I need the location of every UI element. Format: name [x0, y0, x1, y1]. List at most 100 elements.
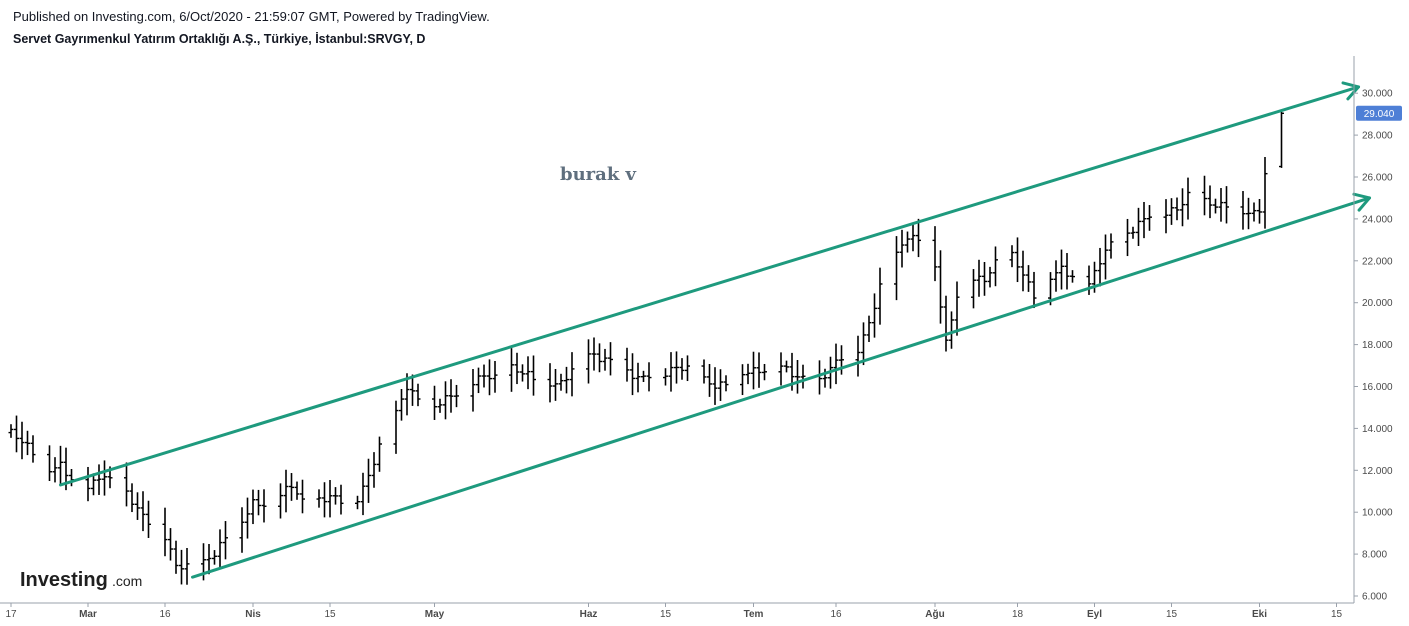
ohlc-bar	[476, 367, 481, 394]
ohlc-bar	[256, 489, 261, 516]
ohlc-bar	[1262, 157, 1268, 229]
ohlc-bar	[283, 469, 289, 513]
y-tick-label: 8.000	[1362, 550, 1387, 561]
ohlc-bar	[1180, 188, 1185, 227]
ohlc-bar	[85, 466, 91, 502]
x-tick-label: 15	[324, 609, 336, 620]
ohlc-bar	[124, 462, 129, 507]
x-tick-label: 17	[5, 609, 17, 620]
ohlc-bar	[217, 529, 223, 570]
ohlc-bar	[905, 231, 910, 253]
ohlc-bar	[322, 482, 327, 518]
chart-annotation: burak v	[560, 164, 637, 185]
ohlc-bar	[371, 452, 377, 488]
ohlc-bar	[278, 483, 283, 519]
ohlc-bar	[1015, 237, 1020, 283]
ohlc-bar	[1020, 250, 1026, 292]
trendline-arrowhead	[1341, 81, 1360, 101]
ohlc-bar	[1218, 188, 1224, 222]
ohlc-bar	[1064, 253, 1070, 290]
y-tick-label: 18.000	[1362, 340, 1393, 351]
y-tick-label: 30.000	[1362, 89, 1393, 100]
ohlc-bar	[778, 352, 784, 386]
ohlc-bar	[102, 460, 107, 496]
logo-main-text: Investing	[20, 569, 108, 591]
ohlc-bar	[410, 374, 415, 406]
ohlc-bar	[432, 385, 437, 420]
trendline-segment	[59, 85, 1360, 487]
y-tick-label: 14.000	[1362, 424, 1393, 435]
ohlc-bar	[487, 359, 492, 396]
ohlc-bar	[756, 352, 762, 388]
ohlc-bar	[1185, 177, 1191, 220]
ohlc-bar	[800, 364, 806, 389]
ohlc-bar	[591, 337, 597, 371]
ohlc-bar	[1053, 260, 1059, 292]
ohlc-bar	[910, 223, 916, 252]
ohlc-bar	[916, 218, 921, 258]
investing-logo: Investing .com	[20, 569, 142, 591]
ohlc-bar	[751, 351, 756, 390]
ohlc-bar	[877, 267, 883, 325]
ohlc-bar	[360, 472, 366, 516]
ohlc-bar	[635, 362, 641, 393]
ohlc-bar	[250, 489, 256, 525]
x-tick-label: 16	[159, 609, 171, 620]
ohlc-bar	[861, 322, 866, 366]
ohlc-bar	[316, 489, 322, 508]
ohlc-bar	[1108, 233, 1114, 259]
ohlc-bar	[685, 355, 690, 382]
ohlc-bar	[1141, 201, 1147, 239]
ohlc-bar	[1009, 245, 1015, 268]
ohlc-bar	[437, 398, 443, 413]
ohlc-bar	[624, 347, 630, 382]
ohlc-bar	[1240, 191, 1246, 230]
ohlc-bar	[608, 342, 613, 376]
y-tick-label: 20.000	[1362, 298, 1393, 309]
y-tick-label: 6.000	[1362, 592, 1387, 603]
ohlc-bar	[52, 457, 58, 483]
x-tick-label: Eki	[1252, 609, 1267, 620]
ohlc-bar	[514, 352, 520, 385]
ohlc-bar	[509, 348, 514, 392]
trendlines[interactable]	[59, 81, 1371, 579]
y-axis: 6.000 8.000 10.000 12.000 14.000 16.000 18.000…	[1354, 89, 1393, 603]
ohlc-bar	[520, 364, 525, 382]
x-tick-label: 15	[1331, 609, 1343, 620]
x-tick-label: Tem	[744, 609, 764, 620]
ohlc-bar	[448, 379, 454, 413]
ohlc-bar	[531, 355, 536, 396]
ohlc-bar	[212, 550, 217, 565]
ohlc-bar	[938, 250, 943, 324]
ohlc-bar	[949, 311, 954, 349]
ohlc-bar	[987, 266, 993, 288]
y-tick-label: 26.000	[1362, 173, 1393, 184]
ohlc-bar	[1246, 197, 1251, 230]
x-tick-label: 15	[660, 609, 672, 620]
x-tick-label: Mar	[79, 609, 97, 620]
ohlc-bar	[1174, 197, 1180, 221]
ohlc-bar	[668, 352, 674, 392]
ohlc-bar	[333, 487, 338, 505]
ohlc-bar	[96, 464, 102, 495]
ohlc-bar	[701, 359, 707, 384]
ohlc-bar	[261, 489, 267, 523]
ohlc-bar	[415, 383, 421, 407]
ohlc-bar	[492, 360, 498, 393]
x-tick-label: 15	[1166, 609, 1178, 620]
trendline-lower	[191, 192, 1371, 579]
ohlc-bar	[239, 507, 245, 553]
ohlc-bar	[932, 226, 938, 282]
x-tick-label: Eyl	[1087, 609, 1102, 620]
x-tick-label: Nis	[245, 609, 261, 620]
ohlc-bar	[289, 473, 294, 501]
ohlc-bar	[91, 473, 96, 496]
ohlc-bar	[355, 495, 360, 510]
ohlc-bar	[206, 543, 212, 575]
ohlc-bar	[14, 415, 19, 453]
ohlc-bar	[454, 384, 459, 408]
ohlc-bar	[1207, 185, 1213, 219]
ohlc-bar	[443, 381, 448, 420]
ohlc-bar	[1097, 247, 1103, 287]
